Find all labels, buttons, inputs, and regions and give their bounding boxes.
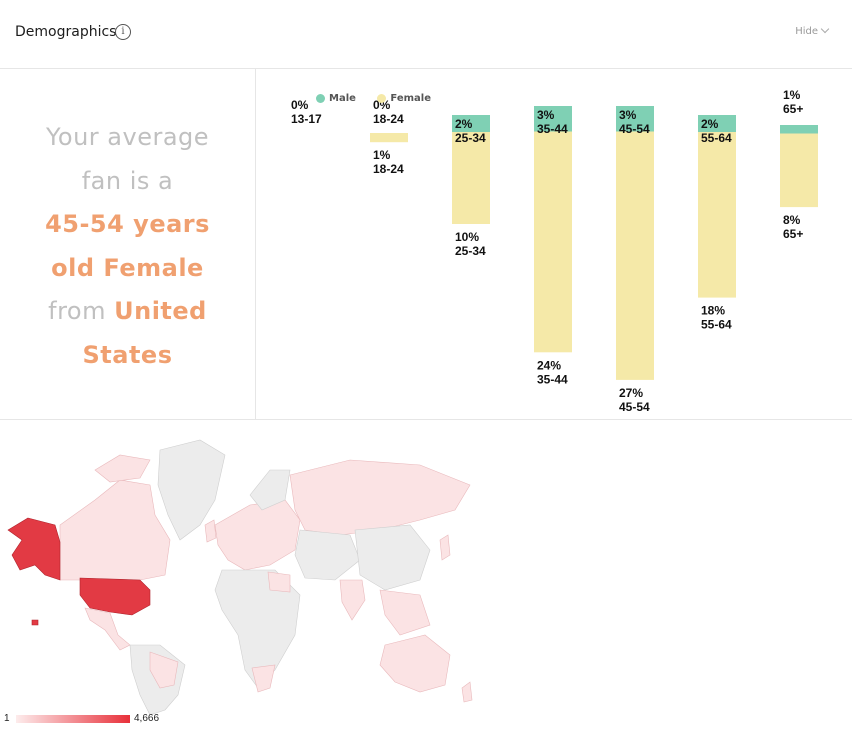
bar-male-35-44 [534, 106, 572, 132]
label-female-value-55-64: 18% [701, 304, 725, 318]
label-female-category-65+: 65+ [783, 227, 803, 241]
legend-male-swatch [316, 93, 325, 103]
summary-age: 45-54 years [45, 210, 210, 238]
map-united-states[interactable] [79, 577, 151, 616]
label-female-category-45-54: 45-54 [619, 400, 650, 414]
label-male-value-45-54: 3% [619, 108, 637, 122]
legend-female-swatch [377, 93, 387, 103]
section-divider [0, 419, 852, 420]
map-canada[interactable] [59, 479, 171, 581]
label-male-category-65+: 65+ [783, 102, 803, 116]
map-south-africa[interactable] [251, 664, 276, 693]
map-brazil[interactable] [149, 651, 179, 689]
chevron-down-icon [820, 24, 830, 34]
hide-button[interactable]: Hide [795, 24, 830, 37]
bar-chart-svg: 0%13-170%18-241%18-242%25-3410%25-343%35… [291, 88, 818, 414]
map-russia[interactable] [289, 459, 471, 536]
bar-male-45-54 [616, 106, 654, 132]
map-australia[interactable] [379, 634, 451, 693]
legend-female-label: Female [390, 93, 431, 104]
map-scandinavia[interactable] [249, 469, 291, 511]
label-male-category-25-34: 25-34 [455, 131, 486, 145]
scale-max: 4,666 [134, 713, 160, 724]
scale-gradient [16, 715, 130, 723]
label-male-category-18-24: 18-24 [373, 112, 404, 126]
label-male-category-55-64: 55-64 [701, 131, 732, 145]
map-color-scale: 1 4,666 [0, 712, 200, 726]
legend-male-label: Male [329, 93, 356, 104]
label-female-value-25-34: 10% [455, 230, 479, 244]
map-egypt[interactable] [267, 571, 291, 593]
bar-female-18-24 [370, 133, 408, 143]
map-arctic-islands[interactable] [94, 454, 151, 483]
label-male-value-65+: 1% [783, 88, 801, 102]
summary-country-1: United [114, 297, 207, 325]
label-male-value-13-17: 0% [291, 98, 309, 112]
map-central-asia[interactable] [294, 529, 361, 581]
label-female-category-18-24: 18-24 [373, 162, 404, 176]
summary-gender: old Female [51, 253, 204, 282]
map-greenland[interactable] [157, 439, 226, 541]
info-icon[interactable]: i [115, 24, 131, 40]
label-female-category-35-44: 35-44 [537, 372, 568, 386]
summary-line-1: Your average [45, 123, 210, 151]
bar-female-35-44 [534, 131, 572, 353]
map-alaska[interactable] [7, 517, 61, 581]
summary-text: Your average fan is a 45-54 years old Fe… [0, 116, 255, 377]
summary-line-2: fan is a [81, 166, 174, 195]
bar-female-25-34 [452, 132, 490, 224]
world-map[interactable] [0, 430, 480, 716]
bar-male-55-64 [698, 115, 736, 132]
bar-female-55-64 [698, 132, 736, 298]
legend-female[interactable]: Female [377, 93, 431, 104]
label-male-category-13-17: 13-17 [291, 112, 322, 126]
summary-from: from [48, 297, 106, 325]
panel-header: Demographics i Hide [0, 0, 852, 69]
summary-country-2: States [82, 340, 173, 369]
average-fan-summary: Your average fan is a 45-54 years old Fe… [0, 69, 256, 419]
label-male-category-45-54: 45-54 [619, 122, 650, 136]
map-mexico[interactable] [84, 607, 131, 651]
map-china[interactable] [354, 524, 431, 591]
label-male-value-25-34: 2% [455, 117, 473, 131]
label-female-category-55-64: 55-64 [701, 318, 732, 332]
map-southeast-asia[interactable] [379, 589, 431, 636]
bar-female-45-54 [616, 131, 654, 380]
label-male-value-55-64: 2% [701, 117, 719, 131]
map-new-zealand[interactable] [461, 681, 473, 703]
label-female-value-45-54: 27% [619, 386, 643, 400]
chart-legend: Male Female [316, 93, 431, 104]
map-europe[interactable] [214, 499, 301, 571]
bar-male-25-34 [452, 115, 490, 132]
label-female-category-25-34: 25-34 [455, 244, 486, 258]
label-male-category-35-44: 35-44 [537, 122, 568, 136]
age-gender-chart: 0% 13-17 0% 18-24 1% 18-24 2% 25-34 10% 25-34 3% 35… [256, 69, 852, 419]
map-uk[interactable] [204, 519, 217, 543]
hide-label: Hide [795, 26, 818, 37]
scale-min: 1 [4, 713, 10, 724]
map-japan[interactable] [439, 534, 451, 561]
label-female-value-18-24: 1% [373, 148, 391, 162]
panel-title: Demographics [15, 24, 117, 40]
map-hawaii[interactable] [31, 619, 39, 626]
bar-female-65+ [780, 133, 818, 208]
legend-male[interactable]: Male [316, 93, 356, 104]
bar-male-65+ [780, 125, 818, 134]
summary-line-5: from United [0, 290, 255, 334]
map-india[interactable] [339, 579, 366, 621]
world-map-svg [7, 439, 473, 716]
label-female-value-35-44: 24% [537, 358, 561, 372]
label-female-value-65+: 8% [783, 213, 801, 227]
label-male-value-35-44: 3% [537, 108, 555, 122]
